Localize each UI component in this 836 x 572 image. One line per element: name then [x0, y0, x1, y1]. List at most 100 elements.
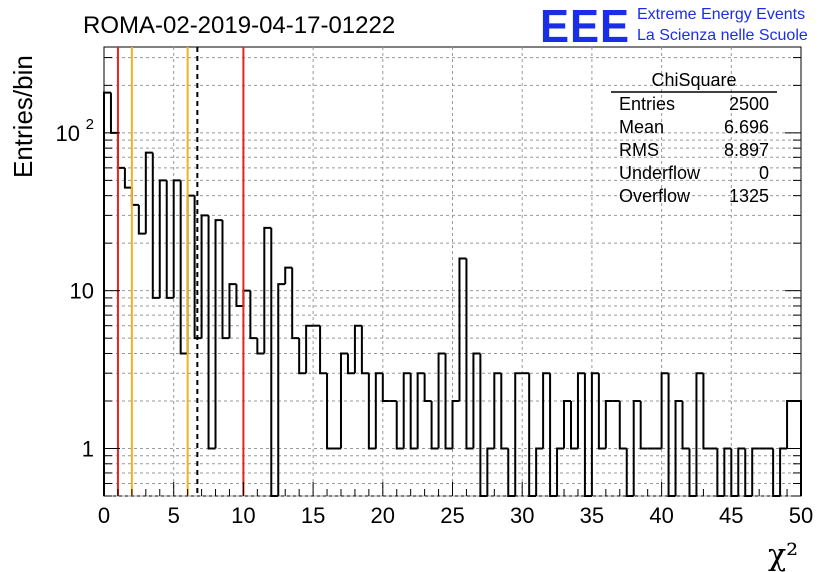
chart-title: ROMA-02-2019-04-17-01222	[83, 12, 395, 39]
histogram-bin	[542, 372, 551, 449]
stats-value: 0	[759, 163, 769, 183]
histogram-series	[103, 91, 802, 497]
histogram-bin	[200, 214, 209, 339]
histogram-bin	[590, 372, 599, 496]
histogram-bin	[144, 151, 153, 234]
y-tick-label: 10	[70, 279, 94, 304]
stats-name: ChiSquare	[651, 70, 736, 90]
histogram-bin	[395, 400, 404, 450]
histogram-bin	[528, 373, 537, 497]
histogram-bin	[298, 338, 307, 375]
histogram-bin	[346, 353, 355, 375]
x-tick-label: 35	[580, 503, 604, 528]
axes: 0 5 10 15 20 25 30 35 40 45 50 1 10 10 2	[56, 57, 813, 528]
histogram-bin	[444, 353, 453, 450]
x-tick-label: 20	[371, 503, 395, 528]
histogram-bin	[500, 373, 509, 450]
histogram-bin	[263, 226, 272, 354]
stats-value: 8.897	[724, 140, 769, 160]
histogram-bin	[193, 195, 202, 340]
x-tick-label: 5	[168, 503, 180, 528]
y-axis-label: Entries/bin	[8, 55, 38, 178]
histogram-bin	[172, 179, 181, 298]
histogram-bin	[319, 325, 328, 375]
histogram-bin	[737, 447, 746, 496]
histogram-bin	[305, 324, 314, 374]
y-tick-label: 1	[82, 436, 94, 461]
x-tick-label: 30	[510, 503, 534, 528]
histogram-bin	[179, 180, 188, 355]
histogram-bin	[486, 447, 495, 496]
histogram-bin	[535, 447, 544, 496]
x-tick-label: 40	[649, 503, 673, 528]
stats-label: Entries	[619, 94, 675, 114]
histogram-bin	[402, 372, 411, 449]
histogram-bin	[109, 92, 118, 134]
histogram-bin	[549, 373, 558, 497]
histogram-bin	[660, 372, 669, 449]
histogram-bin	[381, 373, 390, 402]
histogram-bin	[353, 324, 362, 374]
brand-line-2: La Scienza nelle Scuole	[637, 27, 808, 44]
histogram-bin	[779, 447, 788, 496]
histogram-bin	[569, 400, 578, 450]
y-tick-exponent: 2	[86, 116, 94, 133]
histogram-bin	[667, 373, 676, 497]
histogram-bin	[151, 152, 160, 299]
grid	[104, 47, 801, 497]
stats-label: Mean	[619, 117, 664, 137]
stats-value: 6.696	[724, 117, 769, 137]
histogram-bin	[465, 258, 474, 450]
y-tick-label: 10	[56, 121, 80, 146]
histogram-bin	[583, 373, 592, 497]
x-tick-label: 50	[789, 503, 813, 528]
histogram-bin	[367, 373, 376, 450]
histogram-bin	[472, 352, 481, 449]
histogram-bin	[514, 372, 523, 496]
x-tick-label: 10	[231, 503, 255, 528]
histogram-bin	[632, 399, 641, 496]
histogram-bin	[430, 400, 439, 450]
histogram-bin	[284, 266, 293, 285]
stats-label: RMS	[619, 140, 659, 160]
histogram-bin	[681, 400, 690, 450]
histogram-bin	[576, 372, 585, 449]
histogram-bin	[458, 257, 467, 401]
brand-line-1: Extreme Energy Events	[637, 6, 805, 23]
x-tick-label: 15	[301, 503, 325, 528]
histogram-bin	[214, 219, 223, 449]
histogram-bin	[374, 372, 383, 449]
stats-label: Overflow	[619, 186, 691, 206]
histogram-bin	[228, 283, 237, 339]
histogram-bin	[123, 167, 132, 189]
histogram-bin	[674, 399, 683, 496]
histogram-bin	[207, 215, 216, 450]
histogram-bin	[479, 353, 488, 497]
histogram-bin	[416, 372, 425, 449]
reference-lines	[116, 47, 245, 496]
x-axis-label: χ²	[768, 538, 798, 572]
histogram-bin	[786, 399, 795, 449]
histogram-bin	[326, 373, 335, 450]
histogram-bin	[339, 352, 348, 449]
histogram-bin	[423, 373, 432, 402]
histogram-bin	[116, 132, 125, 169]
histogram-bin	[235, 284, 244, 307]
stats-value: 2500	[729, 94, 769, 114]
x-tick-label: 0	[98, 503, 110, 528]
eee-logo: EEE	[540, 0, 630, 52]
histogram-bin	[256, 338, 265, 355]
histogram-bin	[158, 179, 167, 298]
histogram-bin	[409, 373, 418, 450]
x-tick-label: 45	[719, 503, 743, 528]
histogram-bin	[563, 399, 571, 449]
histogram-bin	[625, 448, 634, 497]
histogram-bin	[451, 399, 460, 449]
histogram-bin	[437, 352, 446, 449]
histogram-bin	[493, 372, 502, 449]
histogram-bin	[695, 372, 704, 496]
histogram-bin	[360, 325, 369, 375]
histogram-bin	[751, 447, 760, 496]
